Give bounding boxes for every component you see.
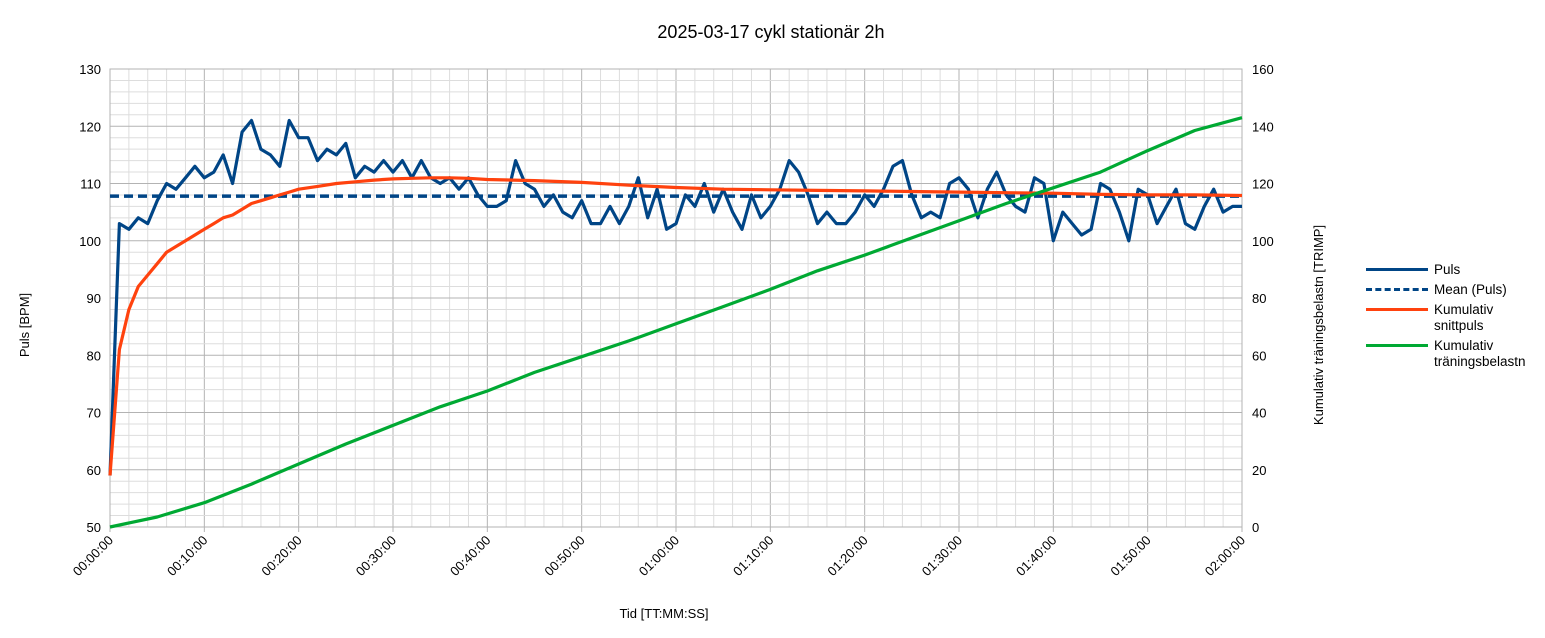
- y2-tick-label: 60: [1252, 348, 1266, 363]
- x-tick-label: 00:50:00: [541, 533, 587, 579]
- legend-swatch-mean-puls: [1366, 282, 1428, 296]
- x-tick-label: 02:00:00: [1202, 533, 1248, 579]
- chart-title: 2025-03-17 cykl stationär 2h: [657, 22, 884, 42]
- y2-tick-label: 20: [1252, 463, 1266, 478]
- x-tick-label: 00:10:00: [164, 533, 210, 579]
- y-tick-label: 130: [79, 62, 101, 77]
- x-tick-label: 01:00:00: [636, 533, 682, 579]
- legend-label-kumulativ-traningsbelastn: Kumulativ träningsbelastn: [1434, 338, 1526, 369]
- y2-tick-label: 40: [1252, 406, 1266, 421]
- x-tick-label: 01:20:00: [824, 533, 870, 579]
- legend-item-puls: Puls: [1366, 262, 1541, 278]
- legend-swatch-kumulativ-snittpuls: [1366, 302, 1428, 316]
- y-tick-label: 100: [79, 234, 101, 249]
- grid: [109, 68, 1243, 528]
- legend-swatch-puls: [1366, 262, 1428, 276]
- y2-tick-label: 120: [1252, 177, 1274, 192]
- x-axis-title: Tid [TT:MM:SS]: [619, 606, 708, 621]
- legend-label-kumulativ-snittpuls: Kumulativ snittpuls: [1434, 302, 1494, 333]
- y-tick-label: 60: [87, 463, 101, 478]
- y2-tick-label: 160: [1252, 62, 1274, 77]
- y-tick-label: 80: [87, 348, 101, 363]
- legend-item-kumulativ-snittpuls: Kumulativ snittpuls: [1366, 302, 1541, 334]
- series-line-kumulativ-snittpuls: [108, 176, 1243, 476]
- legend-label-mean-puls: Mean (Puls): [1434, 282, 1507, 297]
- legend-item-mean-puls: Mean (Puls): [1366, 282, 1541, 298]
- x-tick-label: 00:30:00: [353, 533, 399, 579]
- y-tick-label: 120: [79, 119, 101, 134]
- legend-swatch-kumulativ-traningsbelastn: [1366, 338, 1428, 352]
- legend-item-kumulativ-traningsbelastn: Kumulativ träningsbelastn: [1366, 338, 1541, 370]
- y-tick-label: 50: [87, 520, 101, 535]
- y2-tick-label: 100: [1252, 234, 1274, 249]
- x-tick-label: 01:30:00: [919, 533, 965, 579]
- series-line-kumulativ-tr-ningsbelastn: [109, 116, 1243, 529]
- legend-label-puls: Puls: [1434, 262, 1461, 277]
- x-tick-label: 00:40:00: [447, 533, 493, 579]
- x-tick-label: 00:20:00: [258, 533, 304, 579]
- y2-axis-title: Kumulativ träningsbelastn [TRIMP]: [1311, 225, 1326, 425]
- y2-tick-label: 0: [1252, 520, 1259, 535]
- series-line-puls: [108, 118, 1242, 476]
- y-tick-label: 70: [87, 406, 101, 421]
- y2-tick-label: 140: [1252, 119, 1274, 134]
- plot-area: [108, 116, 1243, 529]
- y-tick-label: 110: [80, 177, 101, 192]
- x-tick-label: 01:50:00: [1107, 533, 1153, 579]
- x-tick-label: 00:00:00: [70, 533, 116, 579]
- legend: Puls Mean (Puls) Kumulativ snittpuls Kum…: [1366, 262, 1541, 374]
- x-tick-label: 01:40:00: [1013, 533, 1059, 579]
- x-tick-label: 01:10:00: [730, 533, 776, 579]
- y-tick-label: 90: [87, 291, 101, 306]
- y-axis-title: Puls [BPM]: [17, 293, 32, 357]
- y2-tick-label: 80: [1252, 291, 1266, 306]
